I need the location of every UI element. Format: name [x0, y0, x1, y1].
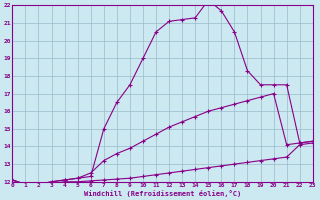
X-axis label: Windchill (Refroidissement éolien,°C): Windchill (Refroidissement éolien,°C) — [84, 190, 241, 197]
